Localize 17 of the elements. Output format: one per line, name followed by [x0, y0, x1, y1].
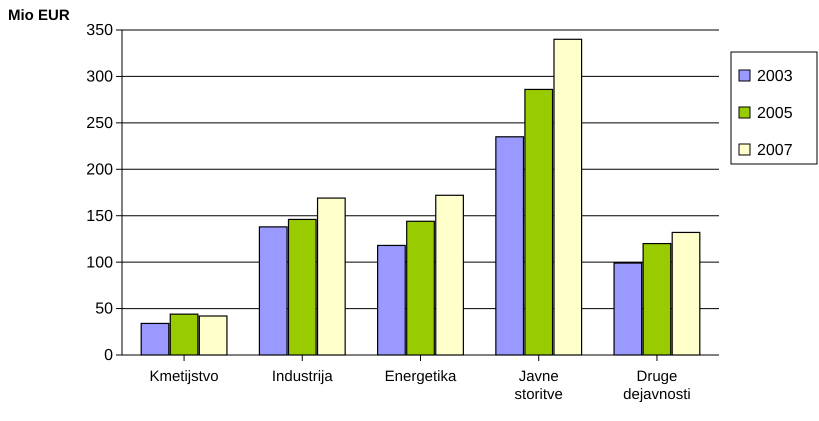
y-tick-label: 200 [86, 161, 114, 178]
x-tick-label: Druge dejavnosti [623, 368, 691, 403]
y-tick-label: 100 [86, 254, 114, 272]
x-tick-label: Energetika [384, 368, 458, 385]
y-tick-label: 50 [95, 300, 114, 318]
y-tick-label: 300 [86, 68, 114, 86]
legend-label: 2007 [757, 142, 793, 159]
x-tick-label: Kmetijstvo [149, 368, 219, 385]
legend-label: 2003 [757, 68, 793, 85]
y-tick-label: 0 [104, 347, 114, 364]
y-axis-title: Mio EUR [8, 7, 70, 24]
legend-label: 2005 [757, 105, 793, 122]
y-tick-label: 150 [86, 208, 114, 225]
y-tick-label: 350 [86, 22, 114, 40]
x-tick-label: Industrija [272, 368, 334, 385]
y-tick-label: 250 [86, 114, 114, 132]
x-tick-label: Javne storitve [514, 368, 563, 403]
